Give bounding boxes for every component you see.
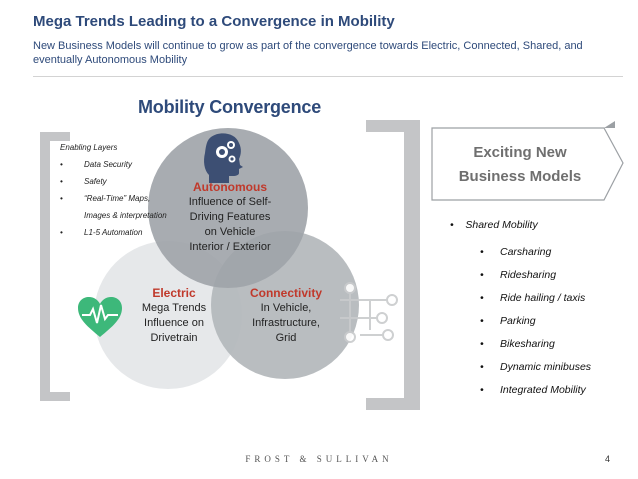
connectivity-label: Connectivity In Vehicle, Infrastructure,… <box>236 286 336 346</box>
enabling-layer-item: • “Real-Time” Maps, <box>60 194 151 203</box>
electric-label: Electric Mega Trends Influence on Drivet… <box>124 286 224 346</box>
shared-mobility-item: • Shared Mobility <box>450 219 538 231</box>
autonomous-label: Autonomous Influence of Self- Driving Fe… <box>170 180 290 255</box>
brain-head-icon <box>204 133 243 183</box>
enabling-layers-list: Enabling Layers • Data Security • Safety •… <box>60 139 210 241</box>
frost-sullivan-logo: FROST & SULLIVAN <box>245 454 393 464</box>
connectivity-line: Grid <box>275 332 297 344</box>
connectivity-heading: Connectivity <box>249 286 322 300</box>
electric-heading: Electric <box>152 286 196 300</box>
page-number: 4 <box>605 454 611 464</box>
electric-line: Influence on <box>144 317 204 329</box>
autonomous-line: Driving Features <box>189 211 271 223</box>
enabling-layer-continuation: Images & interpretation <box>84 211 167 220</box>
enabling-layer-item: • Data Security <box>60 160 133 169</box>
connectivity-line: In Vehicle, <box>260 302 312 314</box>
callout-line: Exciting New <box>473 144 567 161</box>
enabling-layer-item: • L1-5 Automation <box>60 228 143 237</box>
enabling-layer-item: • Safety <box>60 177 107 186</box>
heart-pulse-icon <box>78 297 122 337</box>
page-title: Mega Trends Leading to a Convergence in … <box>33 13 395 30</box>
callout-arrow <box>431 127 624 201</box>
autonomous-line: Influence of Self- <box>188 196 272 208</box>
electric-line: Mega Trends <box>141 302 207 314</box>
left-bracket <box>40 132 70 401</box>
enabling-layers-heading: Enabling Layers <box>60 143 118 152</box>
autonomous-circle <box>148 128 308 288</box>
page-subtitle: New Business Models will continue to gro… <box>33 40 583 66</box>
autonomous-line: on Vehicle <box>204 226 256 238</box>
electric-line: Drivetrain <box>150 332 198 344</box>
callout-text: Exciting New Business Models <box>440 141 600 189</box>
diagram-title: Mobility Convergence <box>138 97 322 117</box>
autonomous-heading: Autonomous <box>193 180 267 194</box>
callout-notch <box>604 121 615 128</box>
callout-line: Business Models <box>458 168 582 185</box>
connectivity-line: Infrastructure, <box>252 317 320 329</box>
autonomous-line: Interior / Exterior <box>189 241 271 253</box>
network-nodes-icon <box>340 282 398 343</box>
header-divider <box>33 76 623 77</box>
right-bracket <box>366 120 420 410</box>
